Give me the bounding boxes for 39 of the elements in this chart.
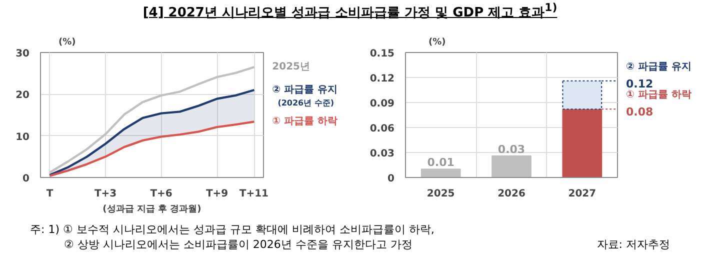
total-label: 0.12 xyxy=(626,77,654,90)
x-tick-label: T+9 xyxy=(206,188,228,200)
y-tick-label: 0 xyxy=(22,174,30,184)
y-axis-title: (%) xyxy=(428,38,446,48)
text: 자료: 저자추정 xyxy=(596,237,670,252)
x-tick-label: T xyxy=(46,188,54,200)
y-tick-label: 30 xyxy=(16,48,30,60)
x-axis-title: (성과급 지급 후 경과월) xyxy=(102,204,202,214)
y-tick-label: 0.09 xyxy=(370,98,395,110)
x-tick-label: 2025 xyxy=(426,188,455,200)
line-series xyxy=(48,66,256,174)
text: (2026년 수준) xyxy=(278,98,334,108)
data-label: 0.03 xyxy=(498,142,526,156)
data-label: 0.01 xyxy=(427,156,454,170)
text: ② 파급률 유지 xyxy=(626,61,692,72)
x-tick-label: 2027 xyxy=(568,188,596,200)
y-tick-label: 0.03 xyxy=(370,148,395,160)
series-label: 2025년 xyxy=(272,62,310,73)
line-series xyxy=(48,120,256,177)
y-tick-label: 0.15 xyxy=(370,48,395,60)
x-tick-label: T+11 xyxy=(239,188,269,200)
y-tick-label: 10 xyxy=(16,132,30,143)
series-label: ① 파급률 하락 xyxy=(272,116,338,128)
data-label: 0.08 xyxy=(626,106,654,119)
y-tick-label: 0.06 xyxy=(370,124,395,134)
y-tick-label: 0 xyxy=(388,174,395,184)
bar xyxy=(420,168,461,178)
text: ① 파급률 하락 xyxy=(626,90,692,101)
y-axis-title: (%) xyxy=(58,38,76,48)
x-tick-label: 2026 xyxy=(498,188,526,200)
x-tick-label: T+3 xyxy=(94,188,117,200)
bar xyxy=(492,155,532,178)
text: ② 상방 시나리오에서는 소비파급률이 2026년 수준을 유지한다고 가정 xyxy=(64,238,412,251)
y-tick-label: 0.12 xyxy=(370,74,395,84)
text: 주: 1) ① 보수적 시나리오에서는 성과급 규모 확대에 비례하여 소비파급률이 하락, xyxy=(30,222,436,237)
text: [4] 2027년 시나리오별 성과급 소비파급률 가정 및 GDP 제고 효과$^{1)}$ xyxy=(142,0,558,22)
series-label: ② 파급률 유지 xyxy=(272,84,338,96)
y-tick-label: 20 xyxy=(16,90,30,102)
x-tick-label: T+6 xyxy=(150,188,172,200)
